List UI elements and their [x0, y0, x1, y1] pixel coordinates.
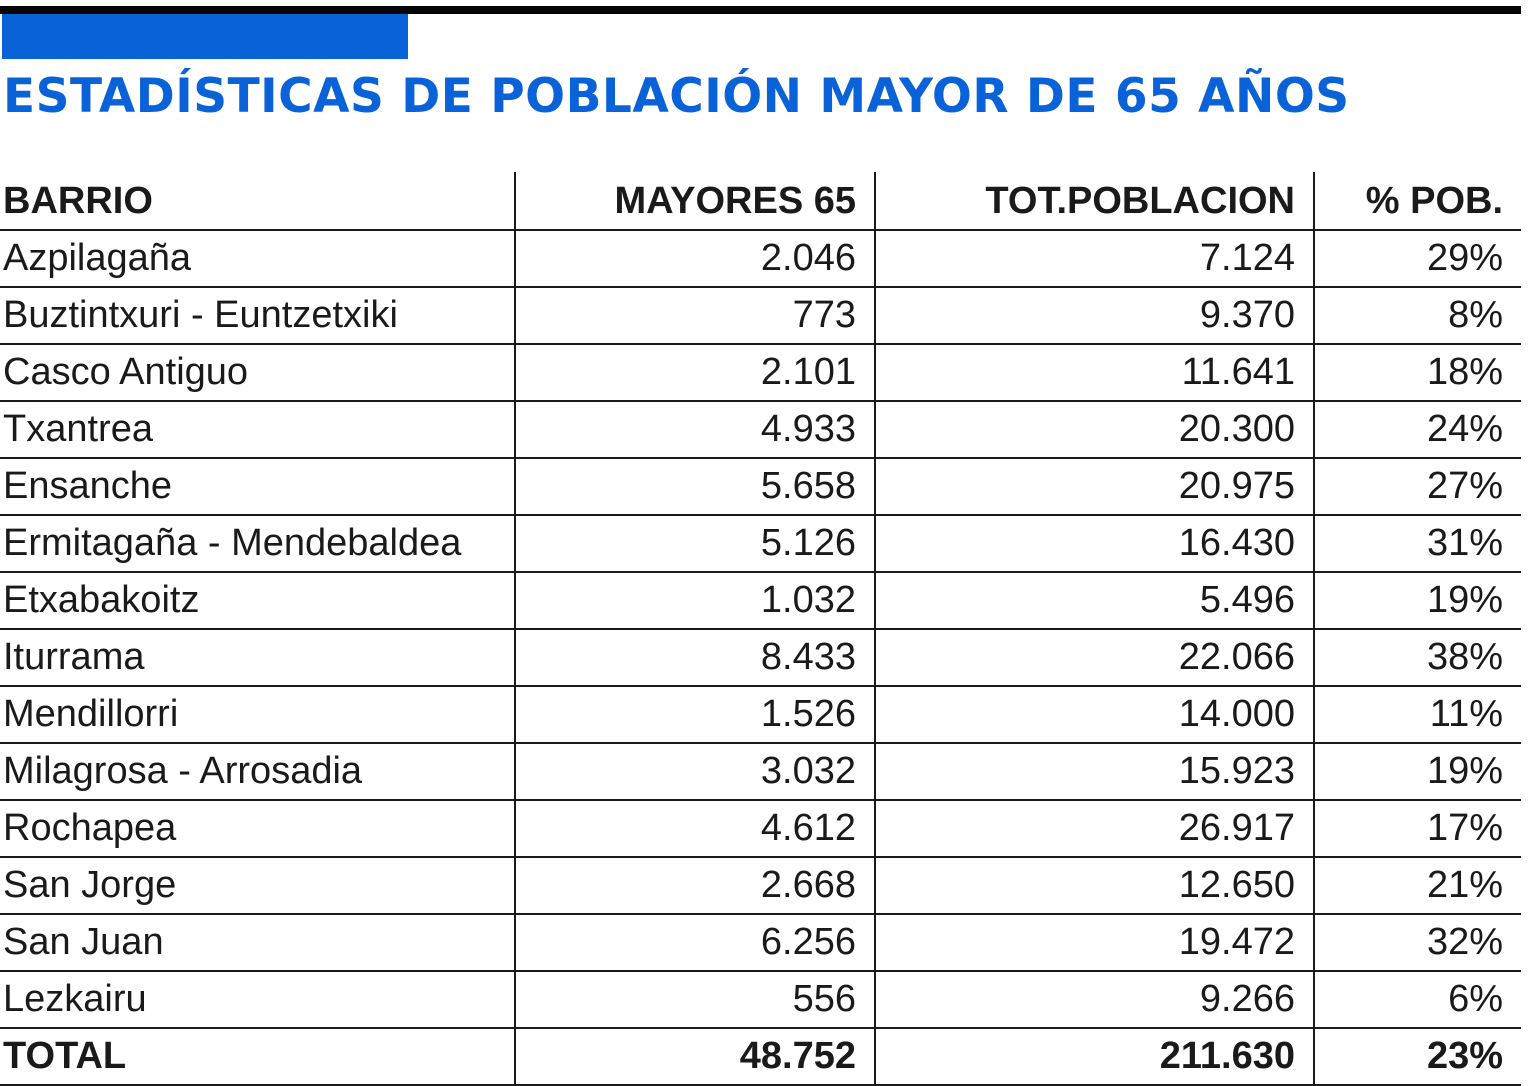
pct-pob-cell: 27%	[1313, 458, 1521, 516]
mayores-65-cell: 8.433	[514, 629, 875, 687]
pct-pob-cell: 8%	[1313, 287, 1521, 345]
barrio-cell: Milagrosa - Arrosadia	[0, 743, 515, 801]
mayores-65-cell: 2.668	[514, 857, 875, 915]
mayores-65-cell: 5.658	[514, 458, 875, 516]
barrio-cell: Buztintxuri - Euntzetxiki	[0, 287, 515, 345]
table-row: Buztintxuri - Euntzetxiki 773 9.370 8%	[0, 287, 1521, 345]
tot-poblacion-cell: 26.917	[874, 800, 1314, 858]
mayores-65-cell: 773	[514, 287, 875, 345]
accent-block	[2, 14, 408, 59]
barrio-cell: San Juan	[0, 914, 515, 972]
table-row: Rochapea 4.612 26.917 17%	[0, 800, 1521, 858]
tot-poblacion-cell: 22.066	[874, 629, 1314, 687]
table-row: Mendillorri 1.526 14.000 11%	[0, 686, 1521, 744]
mayores-65-cell: 3.032	[514, 743, 875, 801]
mayores-65-cell: 2.101	[514, 344, 875, 402]
population-table: BARRIO MAYORES 65 TOT.POBLACION % POB. A…	[0, 172, 1521, 1086]
column-header-barrio: BARRIO	[0, 172, 515, 231]
column-header-mayores-65: MAYORES 65	[514, 172, 875, 231]
table-row: Txantrea 4.933 20.300 24%	[0, 401, 1521, 459]
table-body: Azpilagaña 2.046 7.124 29% Buztintxuri - Eun…	[0, 230, 1521, 1086]
barrio-cell: Iturrama	[0, 629, 515, 687]
barrio-cell: Etxabakoitz	[0, 572, 515, 630]
mayores-65-cell: 4.933	[514, 401, 875, 459]
tot-poblacion-cell: 20.975	[874, 458, 1314, 516]
pct-pob-cell: 38%	[1313, 629, 1521, 687]
pct-pob-cell: 11%	[1313, 686, 1521, 744]
top-rule	[0, 6, 1521, 14]
barrio-cell: Azpilagaña	[0, 230, 515, 288]
pct-pob-cell: 19%	[1313, 743, 1521, 801]
table-row: Iturrama 8.433 22.066 38%	[0, 629, 1521, 687]
barrio-cell: Txantrea	[0, 401, 515, 459]
table-row: San Juan 6.256 19.472 32%	[0, 914, 1521, 972]
pct-pob-cell: 6%	[1313, 971, 1521, 1029]
pct-pob-cell: 31%	[1313, 515, 1521, 573]
mayores-65-cell: 1.526	[514, 686, 875, 744]
mayores-65-cell: 4.612	[514, 800, 875, 858]
tot-poblacion-cell: 15.923	[874, 743, 1314, 801]
tot-poblacion-cell: 19.472	[874, 914, 1314, 972]
table-header-row: BARRIO MAYORES 65 TOT.POBLACION % POB.	[0, 172, 1521, 231]
total-tot-poblacion-cell: 211.630	[874, 1028, 1314, 1086]
mayores-65-cell: 5.126	[514, 515, 875, 573]
column-header-tot-poblacion: TOT.POBLACION	[874, 172, 1314, 231]
table-row: Lezkairu 556 9.266 6%	[0, 971, 1521, 1029]
barrio-cell: Casco Antiguo	[0, 344, 515, 402]
total-pct-pob-cell: 23%	[1313, 1028, 1521, 1086]
table-row: Etxabakoitz 1.032 5.496 19%	[0, 572, 1521, 630]
table-row: Ermitagaña - Mendebaldea 5.126 16.430 31%	[0, 515, 1521, 573]
barrio-cell: Lezkairu	[0, 971, 515, 1029]
table-row: Ensanche 5.658 20.975 27%	[0, 458, 1521, 516]
tot-poblacion-cell: 20.300	[874, 401, 1314, 459]
tot-poblacion-cell: 5.496	[874, 572, 1314, 630]
pct-pob-cell: 32%	[1313, 914, 1521, 972]
barrio-cell: Rochapea	[0, 800, 515, 858]
tot-poblacion-cell: 9.266	[874, 971, 1314, 1029]
pct-pob-cell: 19%	[1313, 572, 1521, 630]
mayores-65-cell: 556	[514, 971, 875, 1029]
barrio-cell: Mendillorri	[0, 686, 515, 744]
column-header-pct-pob: % POB.	[1313, 172, 1521, 231]
pct-pob-cell: 18%	[1313, 344, 1521, 402]
tot-poblacion-cell: 11.641	[874, 344, 1314, 402]
mayores-65-cell: 6.256	[514, 914, 875, 972]
barrio-cell: San Jorge	[0, 857, 515, 915]
table-row: San Jorge 2.668 12.650 21%	[0, 857, 1521, 915]
table-row: Casco Antiguo 2.101 11.641 18%	[0, 344, 1521, 402]
tot-poblacion-cell: 7.124	[874, 230, 1314, 288]
table-row: Azpilagaña 2.046 7.124 29%	[0, 230, 1521, 288]
total-mayores-65-cell: 48.752	[514, 1028, 875, 1086]
pct-pob-cell: 17%	[1313, 800, 1521, 858]
barrio-cell: Ermitagaña - Mendebaldea	[0, 515, 515, 573]
tot-poblacion-cell: 14.000	[874, 686, 1314, 744]
barrio-cell: Ensanche	[0, 458, 515, 516]
mayores-65-cell: 1.032	[514, 572, 875, 630]
page-title: ESTADÍSTICAS DE POBLACIÓN MAYOR DE 65 AÑ…	[3, 69, 1350, 124]
tot-poblacion-cell: 12.650	[874, 857, 1314, 915]
tot-poblacion-cell: 9.370	[874, 287, 1314, 345]
total-row: TOTAL 48.752 211.630 23%	[0, 1028, 1521, 1086]
total-barrio-cell: TOTAL	[0, 1028, 515, 1086]
pct-pob-cell: 29%	[1313, 230, 1521, 288]
pct-pob-cell: 21%	[1313, 857, 1521, 915]
table-row: Milagrosa - Arrosadia 3.032 15.923 19%	[0, 743, 1521, 801]
mayores-65-cell: 2.046	[514, 230, 875, 288]
tot-poblacion-cell: 16.430	[874, 515, 1314, 573]
pct-pob-cell: 24%	[1313, 401, 1521, 459]
